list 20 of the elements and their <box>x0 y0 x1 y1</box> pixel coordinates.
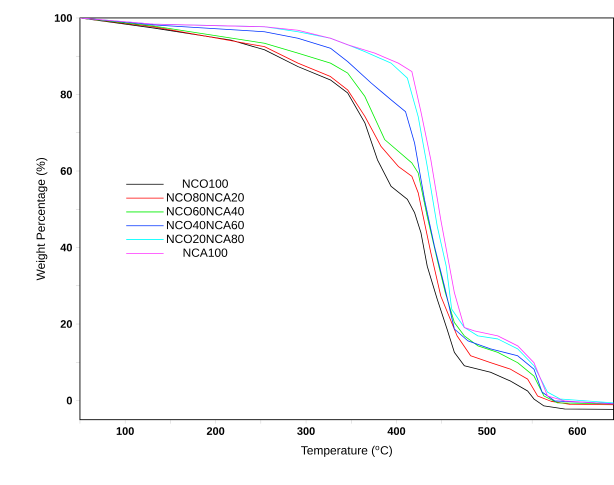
x-tick-label: 300 <box>297 427 315 436</box>
y-tick-label: 80 <box>60 90 72 99</box>
y-axis-title: Weight Percentage (%) <box>36 158 48 281</box>
x-tick-label: 500 <box>478 427 496 436</box>
x-tick-label: 200 <box>206 427 224 436</box>
y-tick-label: 60 <box>60 167 72 176</box>
legend-label: NCO100 <box>182 180 228 188</box>
legend-label: NCA100 <box>184 248 228 258</box>
y-tick-label: 0 <box>66 396 72 405</box>
legend-label: NCO60NCA40 <box>166 207 244 216</box>
legend-label: NCO20NCA80 <box>166 234 244 244</box>
y-tick-label: 100 <box>54 14 72 22</box>
y-tick-label: 40 <box>60 244 72 252</box>
legend-label: NCO80NCA20 <box>166 193 244 202</box>
x-axis-title: Temperature ($^{o}$C) <box>301 446 392 458</box>
legend-label: NCO40NCA60 <box>166 221 244 230</box>
x-tick-label: 100 <box>116 427 134 436</box>
y-tick-label: 20 <box>60 320 72 328</box>
x-tick-label: 400 <box>388 427 406 436</box>
x-tick-label: 600 <box>568 427 586 436</box>
